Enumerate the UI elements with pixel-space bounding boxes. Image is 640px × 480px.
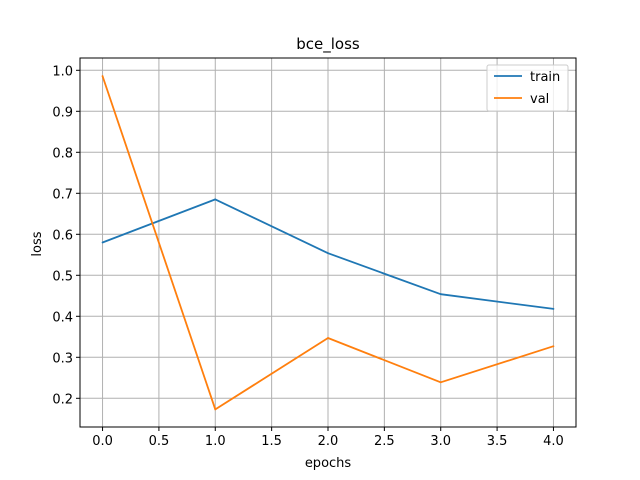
y-tick-label: 1.0 — [52, 64, 73, 79]
axis-ticks: 0.0 0.5 1.0 1.5 2.0 2.5 3.0 3.5 4.0 0.2 0.3 0.4 0.5 0… — [52, 64, 563, 449]
legend-label-val: val — [530, 92, 549, 107]
x-tick-label: 3.0 — [430, 434, 451, 449]
grid — [80, 58, 576, 427]
data-point-train — [327, 252, 329, 255]
x-tick-label: 2.0 — [318, 434, 339, 449]
data-point-train — [552, 308, 555, 310]
y-tick-label: 0.8 — [52, 146, 73, 161]
x-tick-label: 1.5 — [261, 434, 282, 449]
x-tick-label: 1.0 — [205, 434, 226, 449]
y-axis-label: loss — [30, 231, 45, 256]
y-tick-label: 0.9 — [52, 105, 73, 120]
y-tick-label: 0.7 — [52, 187, 73, 202]
x-tick-label: 0.5 — [149, 434, 170, 449]
x-tick-label: 2.5 — [374, 434, 395, 449]
data-point-train — [101, 241, 104, 244]
x-tick-label: 0.0 — [92, 434, 113, 449]
y-tick-label: 0.6 — [52, 228, 73, 243]
y-tick-label: 0.4 — [52, 310, 73, 325]
data-point-train — [214, 198, 217, 201]
data-point-val — [552, 345, 555, 348]
y-tick-label: 0.3 — [52, 351, 73, 366]
legend: train val — [486, 64, 569, 112]
y-tick-label: 0.2 — [52, 392, 73, 407]
x-tick-label: 4.0 — [543, 434, 564, 449]
data-point-val — [439, 381, 442, 384]
data-point-val — [214, 408, 217, 411]
data-point-val — [101, 75, 104, 77]
y-tick-label: 0.5 — [52, 269, 73, 284]
x-axis-label: epochs — [305, 456, 352, 471]
data-point-train — [439, 293, 442, 296]
legend-label-train: train — [530, 70, 560, 85]
data-point-val — [327, 337, 329, 339]
series-lines — [101, 75, 555, 411]
x-tick-label: 3.5 — [487, 434, 508, 449]
chart-title: bce_loss — [296, 35, 360, 54]
